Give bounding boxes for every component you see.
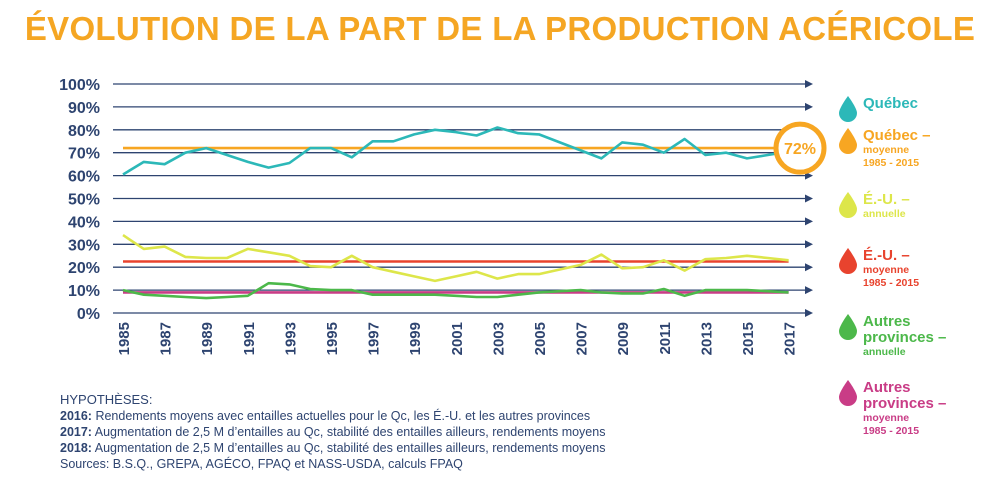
gridline-arrow-icon bbox=[805, 263, 813, 272]
legend-label: É.-U. – bbox=[863, 247, 910, 264]
note-line-2017: 2017: Augmentation de 2,5 M d’entailles … bbox=[60, 424, 605, 440]
series-line bbox=[122, 281, 789, 300]
legend-text: É.-U. – annuelle bbox=[863, 192, 910, 221]
drop-icon bbox=[839, 314, 857, 340]
note-line-2018: 2018: Augmentation de 2,5 M d’entailles … bbox=[60, 440, 605, 456]
x-tick-label: 1995 bbox=[324, 322, 341, 355]
x-tick-label: 2015 bbox=[740, 322, 757, 355]
sources-line: Sources: B.S.Q., GREPA, AGÉCO, FPAQ et N… bbox=[60, 457, 463, 471]
y-tick-label: 40% bbox=[68, 214, 100, 231]
drop-icon bbox=[839, 192, 857, 218]
note-line-2016: 2016: Rendements moyens avec entailles a… bbox=[60, 408, 605, 424]
x-tick-label: 1989 bbox=[199, 322, 216, 355]
chart-title: ÉVOLUTION DE LA PART DE LA PRODUCTION AC… bbox=[24, 10, 976, 47]
gridline-arrow-icon bbox=[805, 286, 813, 295]
notes-heading: HYPOTHÈSES: bbox=[60, 392, 153, 407]
series-line bbox=[122, 234, 789, 283]
x-tick-label: 1991 bbox=[241, 322, 258, 355]
x-tick-label: 1993 bbox=[282, 322, 299, 355]
x-tick-label: 2017 bbox=[782, 322, 799, 355]
legend-sublabel: annuelle bbox=[863, 346, 906, 358]
assumptions-notes: HYPOTHÈSES: 2016: Rendements moyens avec… bbox=[60, 392, 605, 472]
legend-label: É.-U. – bbox=[863, 191, 910, 208]
y-tick-label: 50% bbox=[68, 192, 100, 209]
y-tick-label: 100% bbox=[59, 77, 100, 94]
note-text: Augmentation de 2,5 M d’entailles au Qc,… bbox=[91, 425, 606, 439]
average-badge-circle bbox=[773, 121, 827, 175]
gridline-arrow-icon bbox=[805, 309, 813, 317]
y-tick-label: 30% bbox=[68, 237, 100, 254]
drop-icon bbox=[839, 96, 857, 122]
legend-label: Autres bbox=[863, 313, 911, 330]
y-tick-label: 0% bbox=[77, 306, 100, 323]
average-badge-label: 72% bbox=[784, 141, 816, 158]
legend-text: Québec – moyenne 1985 - 2015 bbox=[863, 128, 931, 170]
x-tick-label: 2013 bbox=[698, 322, 715, 355]
note-text: Augmentation de 2,5 M d’entailles au Qc,… bbox=[91, 441, 606, 455]
series-line bbox=[122, 126, 789, 176]
legend-label: provinces – bbox=[863, 329, 947, 346]
x-tick-label: 2007 bbox=[574, 322, 591, 355]
gridline-arrow-icon bbox=[805, 194, 813, 203]
x-tick-label: 2003 bbox=[490, 322, 507, 355]
legend-sublabel: 1985 - 2015 bbox=[863, 277, 920, 289]
legend-label: provinces – bbox=[863, 395, 947, 412]
drop-icon bbox=[839, 128, 857, 154]
legend-text: Autres provinces – moyenne 1985 - 2015 bbox=[863, 380, 946, 438]
gridline-arrow-icon bbox=[805, 217, 813, 226]
x-tick-label: 1997 bbox=[366, 322, 383, 355]
legend-text: Autres provinces – annuelle bbox=[863, 314, 946, 359]
x-tick-label: 1985 bbox=[116, 322, 133, 355]
note-text: Rendements moyens avec entailles actuell… bbox=[91, 409, 591, 423]
x-tick-label: 2011 bbox=[657, 322, 674, 355]
note-year-label: 2018: bbox=[60, 441, 92, 455]
y-tick-label: 60% bbox=[68, 169, 100, 186]
y-tick-label: 80% bbox=[68, 123, 100, 140]
note-year-label: 2016: bbox=[60, 409, 92, 423]
x-tick-label: 2001 bbox=[449, 322, 466, 355]
legend-label: Québec bbox=[863, 95, 919, 112]
y-tick-label: 20% bbox=[68, 260, 100, 277]
legend-sublabel: annuelle bbox=[863, 208, 906, 220]
legend-sublabel: moyenne bbox=[863, 264, 910, 276]
legend-label: Autres bbox=[863, 379, 911, 396]
legend-sublabel: 1985 - 2015 bbox=[863, 425, 920, 437]
y-tick-label: 70% bbox=[68, 146, 100, 163]
gridline-arrow-icon bbox=[805, 80, 813, 88]
legend-text: É.-U. – moyenne 1985 - 2015 bbox=[863, 248, 919, 290]
note-year-label: 2017: bbox=[60, 425, 92, 439]
legend-label: Québec – bbox=[863, 127, 931, 144]
x-tick-label: 1999 bbox=[407, 322, 424, 355]
legend-text: Québec bbox=[863, 96, 918, 112]
drop-icon bbox=[839, 380, 857, 406]
drop-icon bbox=[839, 248, 857, 274]
x-tick-label: 1987 bbox=[158, 322, 175, 355]
legend-sublabel: moyenne bbox=[863, 412, 910, 424]
legend-sublabel: 1985 - 2015 bbox=[863, 157, 920, 169]
gridline-arrow-icon bbox=[805, 240, 813, 249]
y-tick-label: 90% bbox=[68, 100, 100, 117]
y-tick-label: 10% bbox=[68, 283, 100, 300]
gridline-arrow-icon bbox=[805, 102, 813, 111]
x-tick-label: 2009 bbox=[615, 322, 632, 355]
x-tick-label: 2005 bbox=[532, 322, 549, 355]
legend-sublabel: moyenne bbox=[863, 144, 910, 156]
